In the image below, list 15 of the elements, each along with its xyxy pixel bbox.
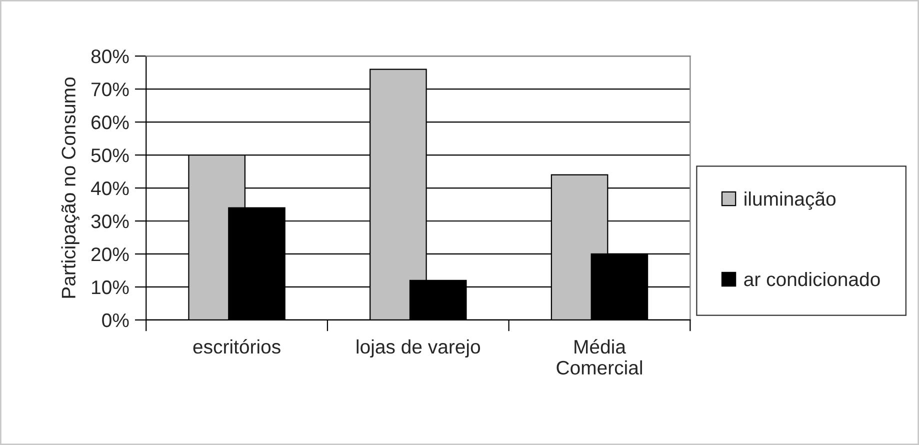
y-tick-label: 40%	[90, 181, 129, 196]
y-tick-label: 30%	[91, 214, 129, 228]
y-tick-label: 50%	[91, 148, 129, 162]
y-tick-label: 20%	[92, 247, 129, 262]
x-tick-label: escritórios	[193, 339, 280, 354]
y-tick-label: 60%	[92, 116, 129, 130]
y-tick-label: 80%	[91, 50, 129, 64]
x-tick-label: Média Comercial	[556, 339, 642, 375]
legend-label: ar condicionado	[744, 272, 880, 286]
x-tick-label: lojas de varejo	[356, 339, 480, 358]
legend-label: iluminação	[744, 192, 836, 210]
y-tick-label: 0%	[102, 313, 129, 328]
y-tick-label: 10%	[92, 280, 129, 294]
y-tick-label: 70%	[92, 82, 129, 96]
y-axis-title: Participação no Consumo	[61, 77, 80, 298]
